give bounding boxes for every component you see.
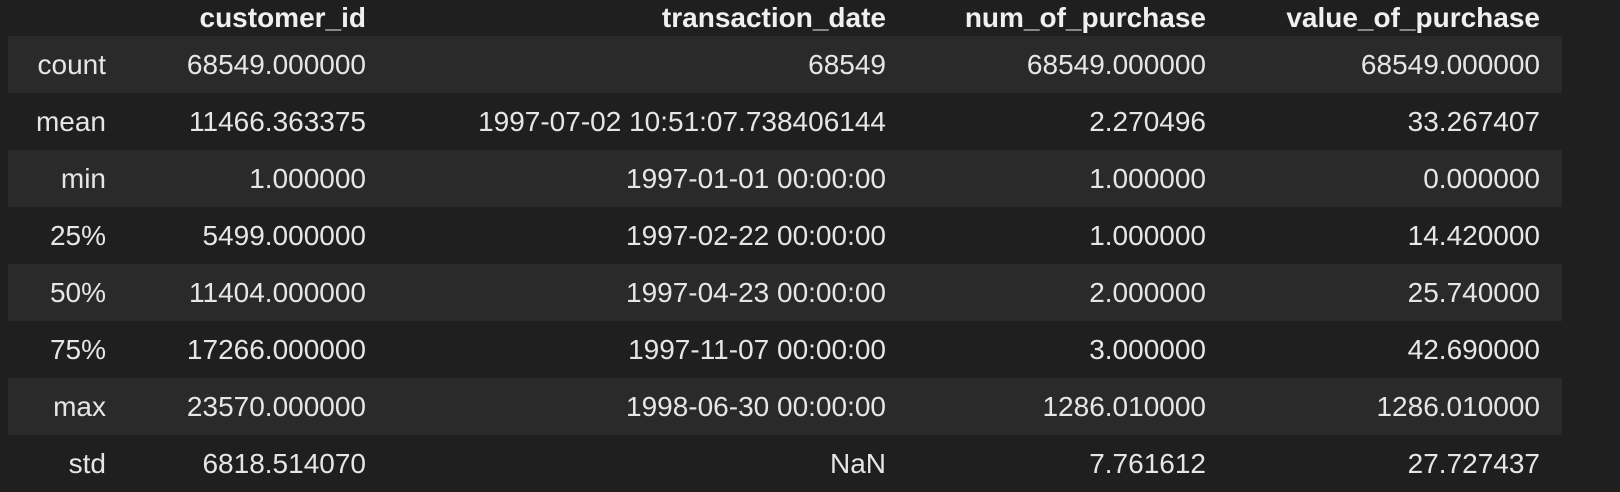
row-label: max bbox=[53, 390, 106, 422]
row-label: mean bbox=[35, 105, 106, 137]
table-header: customer_id transaction_date num_of_purc… bbox=[8, 0, 1562, 36]
cell-value-of-purchase: 33.267407 bbox=[1407, 105, 1540, 137]
cell-value-of-purchase: 1286.010000 bbox=[1376, 390, 1540, 422]
cell-customer-id: 11466.363375 bbox=[189, 105, 366, 137]
cell-value-of-purchase: 27.727437 bbox=[1407, 447, 1540, 479]
table-row: 50% 11404.000000 1997-04-23 00:00:00 2.0… bbox=[8, 264, 1562, 321]
header-row: customer_id transaction_date num_of_purc… bbox=[8, 0, 1562, 36]
table-row: max 23570.000000 1998-06-30 00:00:00 128… bbox=[8, 378, 1562, 435]
cell-customer-id: 1.000000 bbox=[249, 162, 366, 194]
cell-num-of-purchase: 68549.000000 bbox=[1026, 48, 1206, 80]
table-row: count 68549.000000 68549 68549.000000 68… bbox=[8, 36, 1562, 93]
cell-customer-id: 5499.000000 bbox=[202, 219, 366, 251]
cell-transaction-date: 1997-04-23 00:00:00 bbox=[626, 276, 886, 308]
cell-value-of-purchase: 68549.000000 bbox=[1360, 48, 1540, 80]
column-header-transaction-date: transaction_date bbox=[661, 2, 886, 33]
table-row: mean 11466.363375 1997-07-02 10:51:07.73… bbox=[8, 93, 1562, 150]
cell-transaction-date: 1998-06-30 00:00:00 bbox=[626, 390, 886, 422]
cell-value-of-purchase: 14.420000 bbox=[1407, 219, 1540, 251]
table-row: 75% 17266.000000 1997-11-07 00:00:00 3.0… bbox=[8, 321, 1562, 378]
index-header bbox=[8, 0, 128, 36]
column-header-num-of-purchase: num_of_purchase bbox=[964, 2, 1206, 33]
cell-transaction-date: NaN bbox=[829, 447, 886, 479]
cell-num-of-purchase: 1286.010000 bbox=[1042, 390, 1206, 422]
cell-num-of-purchase: 1.000000 bbox=[1089, 219, 1206, 251]
cell-value-of-purchase: 0.000000 bbox=[1423, 162, 1540, 194]
row-label: 75% bbox=[49, 333, 106, 365]
row-label: 50% bbox=[49, 276, 106, 308]
row-label: count bbox=[37, 48, 107, 80]
cell-customer-id: 11404.000000 bbox=[189, 276, 366, 308]
cell-customer-id: 6818.514070 bbox=[202, 447, 366, 479]
cell-num-of-purchase: 7.761612 bbox=[1089, 447, 1206, 479]
cell-num-of-purchase: 3.000000 bbox=[1089, 333, 1206, 365]
table-row: 25% 5499.000000 1997-02-22 00:00:00 1.00… bbox=[8, 207, 1562, 264]
cell-transaction-date: 1997-07-02 10:51:07.738406144 bbox=[478, 105, 886, 137]
table-row: std 6818.514070 NaN 7.761612 27.727437 bbox=[8, 435, 1562, 492]
cell-transaction-date: 1997-11-07 00:00:00 bbox=[628, 333, 886, 365]
cell-transaction-date: 1997-01-01 00:00:00 bbox=[626, 162, 886, 194]
column-header-customer-id: customer_id bbox=[199, 2, 367, 33]
table-body: count 68549.000000 68549 68549.000000 68… bbox=[8, 36, 1562, 492]
row-label: std bbox=[68, 447, 106, 479]
cell-customer-id: 17266.000000 bbox=[186, 333, 366, 365]
cell-customer-id: 68549.000000 bbox=[186, 48, 366, 80]
cell-transaction-date: 68549 bbox=[808, 48, 886, 80]
cell-num-of-purchase: 2.270496 bbox=[1089, 105, 1206, 137]
cell-transaction-date: 1997-02-22 00:00:00 bbox=[626, 219, 886, 251]
row-label: 25% bbox=[49, 219, 106, 251]
column-header-value-of-purchase: value_of_purchase bbox=[1286, 2, 1540, 33]
cell-value-of-purchase: 42.690000 bbox=[1407, 333, 1540, 365]
cell-num-of-purchase: 2.000000 bbox=[1089, 276, 1206, 308]
table-row: min 1.000000 1997-01-01 00:00:00 1.00000… bbox=[8, 150, 1562, 207]
cell-value-of-purchase: 25.740000 bbox=[1407, 276, 1540, 308]
row-label: min bbox=[60, 162, 106, 194]
cell-num-of-purchase: 1.000000 bbox=[1089, 162, 1206, 194]
cell-customer-id: 23570.000000 bbox=[186, 390, 366, 422]
describe-dataframe-table: customer_id transaction_date num_of_purc… bbox=[8, 0, 1562, 492]
